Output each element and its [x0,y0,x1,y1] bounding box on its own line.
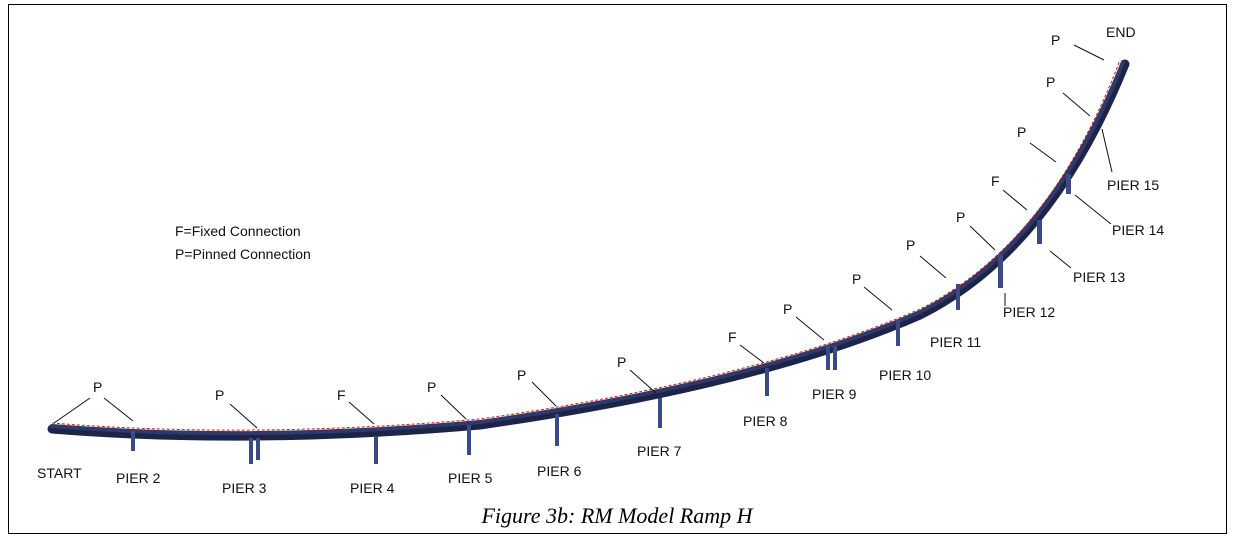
connection-label-pier-13: F [991,173,1000,189]
pier-label-5: PIER 5 [448,470,493,486]
legend-pinned: P=Pinned Connection [175,246,311,262]
pier-5-column [467,425,471,455]
connection-label-pier-7: P [617,354,626,370]
ramp-centerline [51,59,1121,431]
pier-11-column [956,284,960,310]
connection-label-pier-3: P [215,387,224,403]
pier-12-column [998,254,1003,288]
ramp-deck [50,60,1125,436]
pier-label-15: PIER 15 [1107,177,1159,193]
connection-label-pier-11: P [906,237,915,253]
connection-label-pier-8: F [728,329,737,345]
figure-frame [8,4,1227,534]
pier-label-11: PIER 11 [930,334,981,350]
pier-8-column [765,368,769,396]
pier-label-6: PIER 6 [537,463,582,479]
ramp-deck-shadow [47,59,1130,441]
legend-fixed: F=Fixed Connection [175,223,301,239]
pier-2-column [131,431,135,451]
start-label: START [37,465,82,481]
connection-label-pier-15: P [1046,74,1055,90]
pier-label-8: PIER 8 [743,413,788,429]
pier-label-14: PIER 14 [1112,222,1164,238]
pier-3-column [249,438,253,464]
pier-label-4: PIER 4 [350,480,395,496]
connection-label-pier-5: P [427,379,436,395]
pier-label-3: PIER 3 [222,480,267,496]
leader-lines [53,44,1113,429]
connection-label-pier-12: P [956,209,965,225]
connection-label-pier-4: F [337,387,346,403]
connection-label-pier-9: P [783,301,792,317]
pier-6-column [555,414,559,446]
pier-label-2: PIER 2 [116,470,161,486]
pier-13-column [1037,220,1042,244]
connection-label-pier-10: P [852,271,861,287]
pier-label-13: PIER 13 [1073,269,1125,285]
pier-14-column [1066,174,1071,194]
pier-label-9: PIER 9 [812,386,857,402]
connection-label-pier-6: P [517,367,526,383]
figure-caption: Figure 3b: RM Model Ramp H [480,503,753,528]
pier-label-7: PIER 7 [637,443,682,459]
pier-7-column [658,398,662,428]
pier-3-column-b [256,438,260,460]
end-label: END [1106,24,1136,40]
connection-label-pier-14: P [1017,124,1026,140]
pier-10-column [896,320,900,346]
connection-label-start: P [93,379,102,395]
pier-label-10: PIER 10 [879,367,931,383]
pier-9-column-b [833,346,837,370]
connection-label-end: P [1051,32,1060,48]
pier-4-column [374,436,378,464]
pier-label-12: PIER 12 [1003,304,1055,320]
pier-9-column [826,346,830,370]
